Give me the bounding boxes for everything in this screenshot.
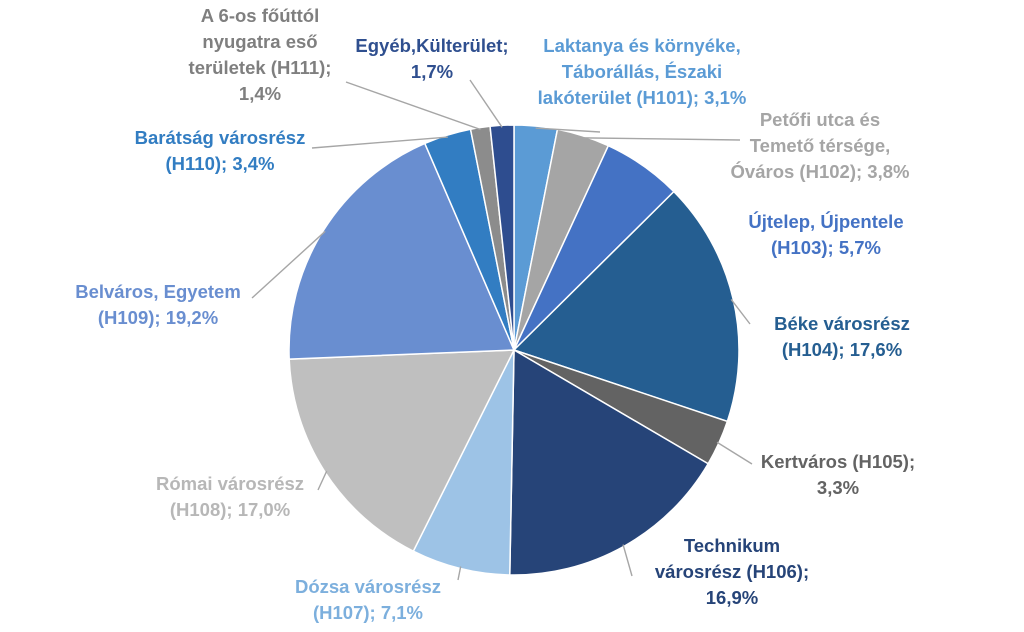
data-label-line: lakóterület (H101); 3,1% bbox=[538, 87, 747, 108]
data-labels: Laktanya és környéke, Táborállás, Északi l… bbox=[75, 5, 915, 623]
leader-line bbox=[311, 136, 448, 149]
pie-slice bbox=[489, 124, 515, 351]
data-label-line: Petőfi utca és bbox=[760, 109, 880, 130]
data-label-line: Újtelep, Újpentele bbox=[748, 211, 903, 232]
leader-line bbox=[469, 79, 503, 128]
data-label-line: A 6-os főúttól bbox=[201, 5, 320, 26]
pie-slices bbox=[288, 124, 740, 576]
data-label-line: Temető térsége, bbox=[750, 135, 891, 156]
leader-line bbox=[251, 230, 326, 299]
data-label-line: városrész (H106); bbox=[655, 561, 809, 582]
data-label-line: Technikum bbox=[684, 535, 780, 556]
data-label: Petőfi utca és Temető térsége, Óváros (H10… bbox=[731, 109, 910, 182]
data-label: Barátság városrész (H110); 3,4% bbox=[135, 127, 306, 174]
data-label: A 6-os főúttól nyugatra eső területek (H11… bbox=[189, 5, 332, 104]
data-label-line: (H103); 5,7% bbox=[771, 237, 881, 258]
data-label-line: Kertváros (H105); bbox=[761, 451, 915, 472]
leader-line bbox=[730, 298, 751, 325]
leader-line bbox=[535, 127, 601, 133]
data-label-line: Laktanya és környéke, bbox=[543, 35, 740, 56]
data-label-line: Belváros, Egyetem bbox=[75, 281, 241, 302]
data-label-line: Dózsa városrész bbox=[295, 576, 441, 597]
data-label: Laktanya és környéke, Táborállás, Északi l… bbox=[538, 35, 747, 108]
data-label-line: Béke városrész bbox=[774, 313, 910, 334]
data-label: Római városrész (H108); 17,0% bbox=[156, 473, 304, 520]
data-label-line: területek (H111); bbox=[189, 57, 332, 78]
leader-lines bbox=[251, 79, 753, 581]
data-label: Egyéb,Külterület; 1,7% bbox=[355, 35, 508, 82]
data-label-line: Táborállás, Északi bbox=[562, 61, 722, 82]
data-label-line: Római városrész bbox=[156, 473, 304, 494]
leader-line bbox=[582, 137, 741, 141]
leader-line bbox=[622, 544, 633, 577]
data-label-line: (H110); 3,4% bbox=[166, 153, 275, 174]
leader-line bbox=[317, 470, 328, 491]
pie-slice bbox=[288, 349, 516, 553]
data-label-line: (H109); 19,2% bbox=[98, 307, 218, 328]
data-label: Kertváros (H105); 3,3% bbox=[761, 451, 915, 498]
data-label-line: 16,9% bbox=[706, 587, 758, 608]
data-label-line: Barátság városrész bbox=[135, 127, 306, 148]
leader-line bbox=[345, 81, 481, 131]
data-label: Dózsa városrész (H107); 7,1% bbox=[295, 576, 441, 623]
data-label-line: 3,3% bbox=[817, 477, 859, 498]
pie-slice bbox=[512, 190, 740, 423]
data-label-line: (H107); 7,1% bbox=[313, 602, 423, 623]
data-label: Technikum városrész (H106); 16,9% bbox=[655, 535, 809, 608]
data-label-line: 1,4% bbox=[239, 83, 281, 104]
data-label: Béke városrész (H104); 17,6% bbox=[774, 313, 910, 360]
pie-slice bbox=[288, 142, 516, 360]
leader-line bbox=[457, 566, 462, 581]
data-label-line: nyugatra eső bbox=[202, 31, 317, 52]
data-label-line: 1,7% bbox=[411, 61, 453, 82]
data-label-line: (H108); 17,0% bbox=[170, 499, 290, 520]
data-label: Belváros, Egyetem (H109); 19,2% bbox=[75, 281, 241, 328]
data-label: Újtelep, Újpentele (H103); 5,7% bbox=[748, 211, 903, 258]
leader-line bbox=[716, 441, 753, 465]
data-label-line: Egyéb,Külterület; bbox=[355, 35, 508, 56]
data-label-line: (H104); 17,6% bbox=[782, 339, 902, 360]
data-label-line: Óváros (H102); 3,8% bbox=[731, 161, 910, 182]
